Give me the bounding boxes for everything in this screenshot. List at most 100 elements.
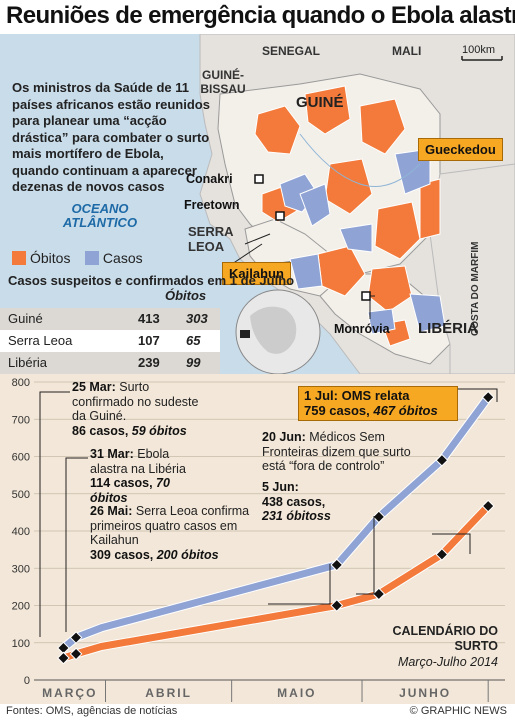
data-point	[69, 631, 83, 644]
annotation-deaths: 231 óbitoss	[262, 509, 331, 523]
river	[299, 133, 421, 187]
annotation-cases: 114 casos,	[90, 476, 153, 490]
annotation-20-jun: 20 Jun: Médicos Sem Fronteiras dizem que…	[262, 430, 427, 474]
annotation-leader	[432, 533, 471, 554]
data-point	[372, 587, 386, 601]
table-row: Libéria 239 99	[0, 352, 220, 374]
annotation-text: Serra Leoa confirma primeiros quatro cas…	[90, 504, 250, 547]
data-point	[330, 599, 344, 612]
ivory-coast-land	[429, 163, 515, 374]
annotation-date: 20 Jun:	[262, 430, 306, 444]
region-macenta	[419, 178, 441, 240]
map-panel: 100km SENEGAL MALI GUINÉ-BISSAU GUINÉ SE…	[0, 34, 515, 374]
legend-swatch-deaths	[12, 250, 26, 265]
deaths-regions	[254, 85, 441, 347]
y-tick-label: 0	[24, 675, 30, 687]
x-tick-label: MAIO	[277, 686, 316, 700]
data-point	[57, 641, 70, 655]
table-cell-deaths: 99	[186, 355, 201, 370]
city-marker-freetown	[275, 211, 285, 221]
region-siguiri	[359, 98, 406, 155]
globe-icon	[235, 289, 321, 374]
city-markers	[254, 174, 371, 301]
annotation-date: 26 Mai:	[90, 504, 133, 518]
table-cell-country: Libéria	[8, 355, 48, 370]
x-tick-label: MARÇO	[42, 686, 97, 700]
data-point	[57, 651, 70, 665]
legend-label-deaths: Óbitos	[30, 249, 71, 266]
table-cell-country: Serra Leoa	[8, 333, 73, 348]
annotation-leader	[65, 457, 88, 632]
y-tick-label: 700	[12, 414, 30, 426]
map-svg	[199, 34, 515, 374]
country-label-liberia: LIBÉRIA	[418, 320, 478, 337]
table-cell-cases: 107	[138, 333, 160, 348]
table-header-deaths: Óbitos	[165, 288, 207, 303]
annotation-1-jul: 1 Jul: OMS relata 759 casos, 467 óbitos	[298, 386, 458, 421]
annotation-cases: 759 casos,	[304, 402, 370, 418]
annotation-text: Médicos Sem Fronteiras dizem que surto e…	[262, 430, 411, 473]
y-tick-label: 500	[12, 489, 30, 501]
region-bong	[367, 308, 396, 335]
map-legend: Óbitos Casos	[12, 249, 153, 267]
city-marker-monrovia	[361, 291, 371, 301]
region-kindia	[299, 183, 331, 227]
table-cell-cases: 239	[138, 355, 160, 370]
annotation-leader	[39, 391, 70, 637]
country-label-guinea-bissau: GUINÉ-BISSAU	[200, 68, 246, 96]
annotation-date: 25 Mar:	[72, 380, 116, 394]
data-point	[69, 647, 83, 661]
region-kenema	[339, 223, 373, 253]
table-title: Casos suspeitos e confirmados em 1 de Ju…	[8, 273, 295, 288]
data-point	[481, 390, 495, 404]
annotation-deaths: 200 óbitos	[156, 547, 219, 562]
table-cell-deaths: 303	[186, 311, 208, 326]
country-label-guinea: GUINÉ	[296, 94, 344, 111]
city-label-monrovia: Monróvia	[334, 322, 390, 336]
annotation-5-jun: 5 Jun: 438 casos, 231 óbitoss	[262, 480, 352, 524]
intro-text: Os ministros da Saúde de 11 países afric…	[12, 80, 210, 194]
data-point	[372, 510, 386, 524]
annotation-deaths: 59 óbitos	[131, 423, 187, 438]
scale-label: 100km	[462, 44, 496, 56]
table-row: Guiné 413 303	[0, 308, 220, 330]
callout-gueckedou: Gueckedou	[418, 138, 503, 161]
legend-label-cases: Casos	[102, 249, 143, 266]
x-tick-label: JUNHO	[399, 686, 451, 700]
data-point	[435, 548, 449, 561]
annotation-cases: 309 casos,	[90, 547, 154, 562]
x-tick-label: ABRIL	[145, 686, 192, 700]
annotation-leader	[448, 388, 498, 402]
city-label-freetown: Freetown	[184, 198, 240, 212]
table-cell-deaths: 65	[186, 333, 201, 348]
annotation-text: Surto confirmado no sudeste da Guiné.	[72, 380, 199, 423]
region-boke	[254, 105, 301, 155]
table-cell-country: Guiné	[8, 311, 43, 326]
annotation-deaths: 467 óbitos	[373, 402, 438, 418]
annotation-26-mai: 26 Mai: Serra Leoa confirma primeiros qu…	[90, 504, 265, 562]
y-tick-label: 100	[12, 638, 30, 650]
region-bo	[289, 253, 323, 290]
chart-subtitle: Março-Julho 2014	[397, 655, 498, 669]
data-point	[435, 453, 449, 467]
annotation-leader	[356, 516, 375, 595]
region-dabola	[304, 85, 351, 135]
annotation-date: 31 Mar:	[90, 447, 134, 461]
annotation-deaths: 70 óbitos	[90, 476, 170, 505]
country-label-mali: MALI	[392, 44, 422, 58]
y-tick-label: 200	[12, 601, 30, 613]
y-tick-label: 400	[12, 526, 30, 538]
ocean-label: OCEANO ATLÂNTICO	[62, 201, 138, 230]
data-point	[330, 558, 344, 572]
region-nimba	[409, 293, 446, 333]
annotation-25-mar: 25 Mar: Surto confirmado no sudeste da G…	[72, 380, 212, 438]
country-label-ivory-coast: COSTA DO MARFIM	[470, 241, 481, 337]
credit-footer: © GRAPHIC NEWS	[409, 705, 507, 717]
annotation-leader	[268, 564, 331, 605]
scale-bar	[461, 56, 503, 61]
country-label-sierra-leone: SERRA LEOA	[188, 224, 234, 254]
country-label-senegal: SENEGAL	[262, 44, 321, 58]
table-row: Serra Leoa 107 65	[0, 330, 220, 352]
y-tick-label: 800	[12, 377, 30, 389]
annotation-text: OMS relata	[341, 388, 410, 403]
